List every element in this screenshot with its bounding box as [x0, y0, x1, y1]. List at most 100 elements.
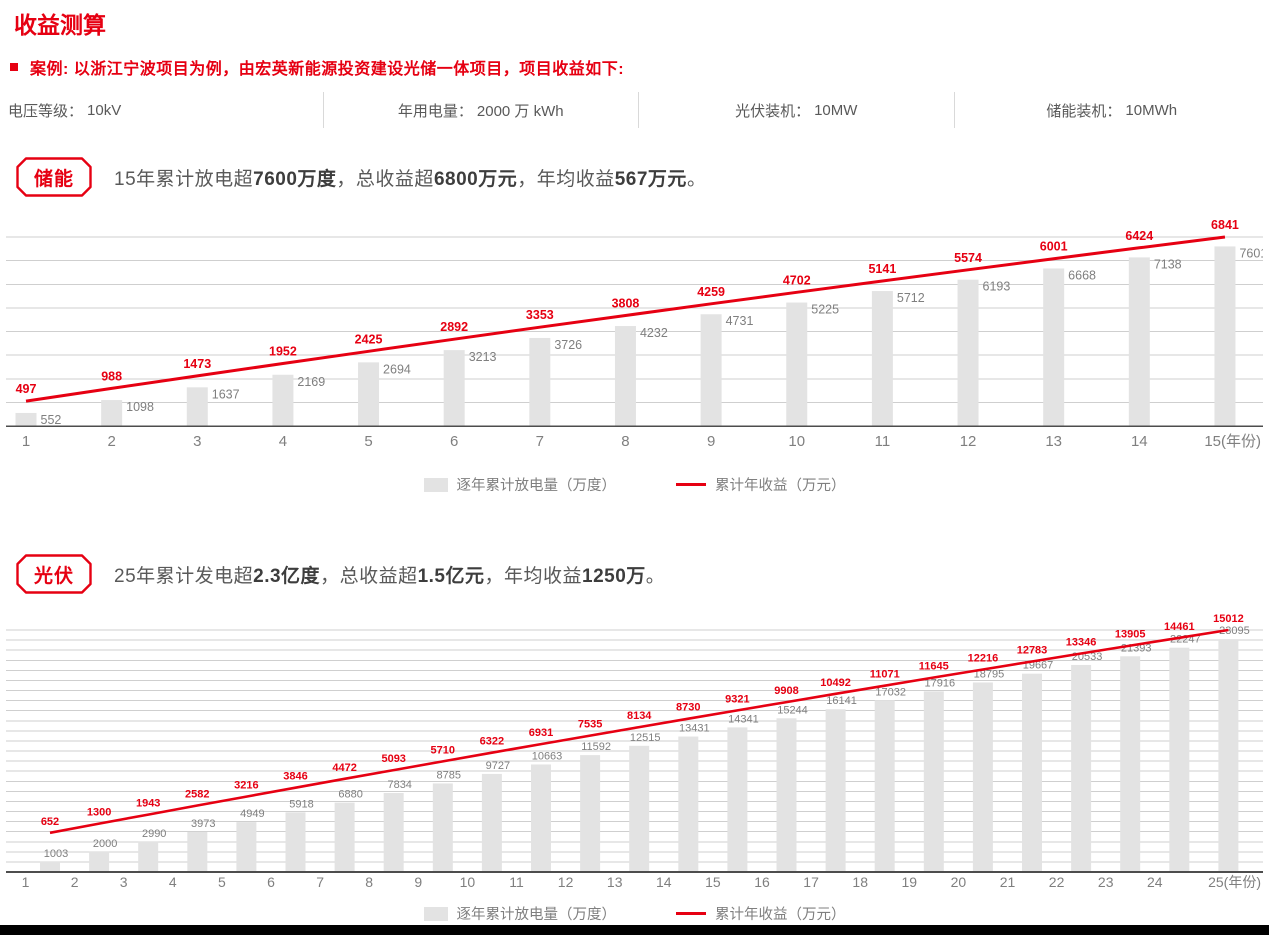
line-value-label: 1943 — [136, 798, 160, 810]
case-note-text: 案例: 以浙江宁波项目为例，由宏英新能源投资建设光储一体项目，项目收益如下: — [30, 61, 625, 78]
line-value-label: 2425 — [355, 332, 383, 346]
headline-segment: 7600万度 — [253, 168, 337, 190]
info-item-annual-usage: 年用电量： 2000 万 kWh — [322, 92, 639, 128]
footer-bar — [0, 925, 1269, 935]
x-axis-label: 14 — [1131, 433, 1148, 450]
headline-segment: ，总收益超 — [320, 565, 418, 587]
x-axis-label: 13 — [1045, 433, 1062, 450]
storage-badge: 储能 — [16, 157, 92, 197]
info-label: 电压等级： — [8, 102, 84, 120]
bar-value-label: 15244 — [777, 704, 808, 716]
line-value-label: 3808 — [612, 296, 640, 310]
line-value-label: 3846 — [283, 771, 307, 783]
x-axis-label: 4 — [169, 874, 177, 890]
line-value-label: 13346 — [1066, 637, 1097, 649]
bullet-square-icon — [10, 63, 18, 71]
bar — [700, 314, 722, 426]
headline-segment: 。 — [645, 565, 666, 587]
x-axis-label: 10 — [460, 874, 476, 890]
info-value: 2000 万 kWh — [476, 102, 564, 120]
bar — [776, 718, 797, 872]
headline-segment: 567万元 — [614, 168, 687, 190]
x-axis-label: 2 — [71, 874, 79, 890]
line-value-label: 6322 — [480, 736, 504, 748]
line-value-label: 988 — [101, 369, 122, 383]
line-value-label: 4472 — [332, 762, 356, 774]
page-title: 收益测算 — [14, 12, 106, 38]
x-axis-label: 1 — [22, 433, 30, 450]
x-axis-label: 15 — [705, 874, 721, 890]
line-value-label: 1952 — [269, 344, 297, 358]
storage-headline: 15年累计放电超7600万度，总收益超6800万元，年均收益567万元。 — [114, 164, 706, 191]
legend-item-line: 累计年收益（万元） — [676, 903, 846, 924]
x-axis-label: 11 — [875, 433, 891, 450]
badge-octagon-outline-icon — [16, 554, 92, 594]
bar-value-label: 10663 — [532, 750, 563, 762]
line-value-label: 11645 — [919, 661, 949, 673]
bar — [272, 374, 294, 426]
bar-value-label: 1637 — [212, 387, 240, 401]
bar-value-label: 6193 — [983, 280, 1011, 294]
line-value-label: 15012 — [1213, 613, 1244, 625]
x-axis-label: 4 — [279, 433, 287, 450]
bar — [786, 302, 808, 426]
bar-swatch-icon — [423, 906, 448, 921]
storage-badge-label: 储能 — [33, 168, 74, 190]
x-axis-label: 8 — [365, 874, 373, 890]
bar — [871, 291, 893, 426]
bar-value-label: 13431 — [679, 723, 710, 735]
bar — [236, 822, 257, 872]
bar-value-label: 17916 — [925, 677, 956, 689]
line-value-label: 497 — [16, 382, 37, 396]
bar — [1043, 268, 1065, 426]
x-axis-label: 9 — [707, 433, 715, 450]
storage-chart-legend: 逐年累计放电量（万度） 累计年收益（万元） — [0, 474, 1269, 495]
bar — [1071, 664, 1092, 872]
x-axis-label: 6 — [267, 874, 275, 890]
x-axis-label: 15(年份) — [1204, 433, 1261, 450]
bar — [1128, 257, 1150, 426]
info-value: 10MWh — [1125, 101, 1178, 119]
revenue-line — [25, 235, 1226, 403]
bar-value-label: 8785 — [437, 769, 461, 781]
x-axis-label: 12 — [558, 874, 574, 890]
bar-swatch-icon — [423, 477, 448, 492]
line-value-label: 6424 — [1125, 229, 1153, 243]
legend-item-bars: 逐年累计放电量（万度） — [423, 474, 616, 495]
line-value-label: 2582 — [185, 789, 209, 801]
bar-value-label: 11592 — [581, 741, 611, 753]
bar — [40, 861, 60, 872]
bar — [629, 745, 650, 872]
line-value-label: 14461 — [1164, 621, 1195, 633]
x-axis-label: 17 — [803, 874, 819, 890]
bar-value-label: 6668 — [1068, 268, 1096, 282]
info-value: 10MW — [814, 101, 858, 119]
legend-label: 累计年收益（万元） — [715, 478, 846, 494]
bar-value-label: 12515 — [630, 732, 661, 744]
x-axis-label: 8 — [621, 433, 629, 450]
x-axis-label: 5 — [218, 874, 226, 890]
bar-value-label: 3213 — [469, 350, 497, 364]
bar-value-label: 14341 — [728, 713, 759, 725]
line-value-label: 11071 — [870, 669, 900, 681]
bar — [481, 773, 502, 872]
info-item-voltage: 电压等级： 10kV — [0, 92, 323, 128]
x-axis-label: 21 — [1000, 874, 1016, 890]
x-axis-label: 16 — [754, 874, 770, 890]
line-value-label: 652 — [41, 816, 59, 828]
bar — [358, 362, 380, 426]
line-value-label: 8134 — [627, 710, 652, 722]
line-value-label: 5710 — [431, 744, 455, 756]
bar-value-label: 4232 — [640, 326, 668, 340]
x-axis-label: 12 — [960, 433, 977, 450]
bar — [614, 326, 636, 426]
headline-segment: ，总收益超 — [336, 168, 434, 190]
bar-value-label: 7138 — [1154, 257, 1182, 271]
bar-value-label: 23095 — [1219, 625, 1250, 637]
line-value-label: 8730 — [676, 702, 700, 714]
x-axis-label: 24 — [1147, 874, 1163, 890]
bar — [580, 755, 601, 872]
bar-value-label: 552 — [41, 413, 62, 427]
headline-segment: 。 — [686, 168, 707, 190]
bar-value-label: 17032 — [875, 686, 906, 698]
